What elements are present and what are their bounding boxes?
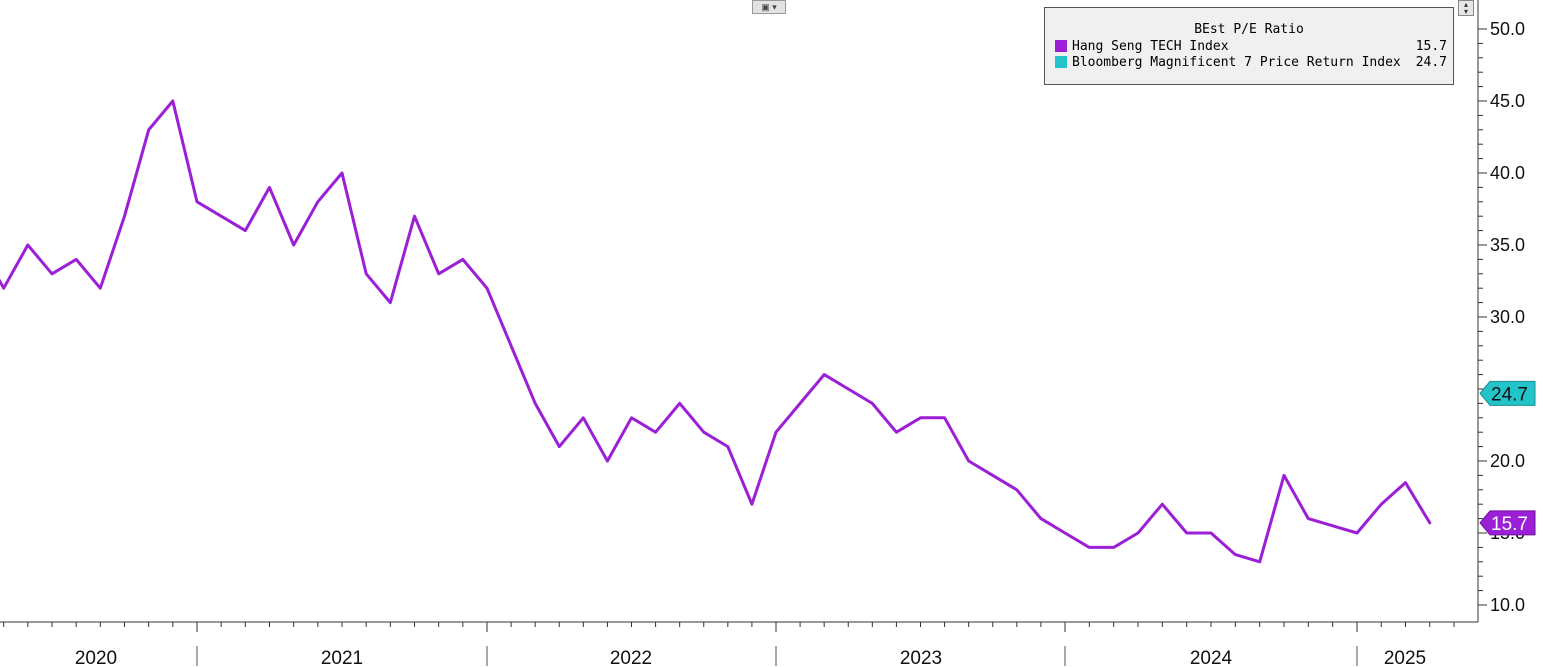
x-tick-label: 2021 — [321, 648, 363, 667]
last-value-badge-1: 24.7 — [1479, 380, 1536, 406]
legend-swatch-hang-seng — [1055, 40, 1067, 52]
scroll-button[interactable]: ▴ ▾ — [1458, 0, 1474, 16]
y-tick-label: 50.0 — [1490, 19, 1525, 39]
scroll-arrows-icon: ▴ ▾ — [1463, 0, 1468, 16]
badge-shape — [1479, 510, 1536, 536]
x-axis: 2020 2021 2022 2023 2024 2025 — [0, 621, 1478, 667]
x-tick-label: 2022 — [610, 648, 652, 667]
y-tick-label: 35.0 — [1490, 235, 1525, 255]
legend-item-hang-seng: Hang Seng TECH Index 15.7 — [1045, 38, 1453, 54]
y-tick-label: 45.0 — [1490, 91, 1525, 111]
legend-swatch-mag7 — [1055, 56, 1067, 68]
last-value-badges: 15.7 24.7 — [1479, 380, 1536, 536]
legend-title: BEst P/E Ratio — [1194, 22, 1304, 37]
last-value-badge-0: 15.7 — [1479, 510, 1536, 536]
legend-label-mag7: Bloomberg Magnificent 7 Price Return Ind… — [1072, 54, 1401, 70]
chart-menu-icon: ▣ ▾ — [761, 2, 777, 12]
x-tick-label: 2023 — [900, 648, 942, 667]
legend: BEst P/E Ratio Hang Seng TECH Index 15.7… — [1044, 7, 1454, 85]
badge-label: 15.7 — [1491, 514, 1528, 535]
x-tick-label: 2025 — [1384, 648, 1426, 667]
x-tick-label: 2024 — [1190, 648, 1233, 667]
legend-value-mag7: 24.7 — [1415, 54, 1447, 70]
y-tick-label: 10.0 — [1490, 595, 1525, 615]
y-tick-label: 30.0 — [1490, 307, 1525, 327]
chart-menu-button[interactable]: ▣ ▾ — [752, 0, 786, 14]
badge-label: 24.7 — [1491, 384, 1528, 405]
y-tick-label: 40.0 — [1490, 163, 1525, 183]
legend-value-hang-seng: 15.7 — [1415, 38, 1447, 54]
y-tick-label: 20.0 — [1490, 451, 1525, 471]
x-tick-label: 2020 — [75, 648, 117, 667]
series-lines — [0, 99, 1432, 564]
badge-shape — [1479, 380, 1536, 406]
legend-label-hang-seng: Hang Seng TECH Index — [1072, 38, 1229, 54]
series-line-0 — [0, 99, 1432, 564]
legend-item-mag7: Bloomberg Magnificent 7 Price Return Ind… — [1045, 54, 1453, 70]
